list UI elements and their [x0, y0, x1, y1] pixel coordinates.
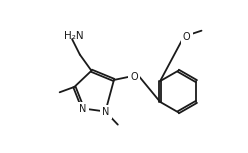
Text: O: O: [183, 32, 190, 42]
Text: H₂N: H₂N: [63, 31, 83, 41]
Text: N: N: [102, 107, 110, 117]
Text: O: O: [130, 72, 138, 82]
Text: N: N: [79, 104, 87, 114]
